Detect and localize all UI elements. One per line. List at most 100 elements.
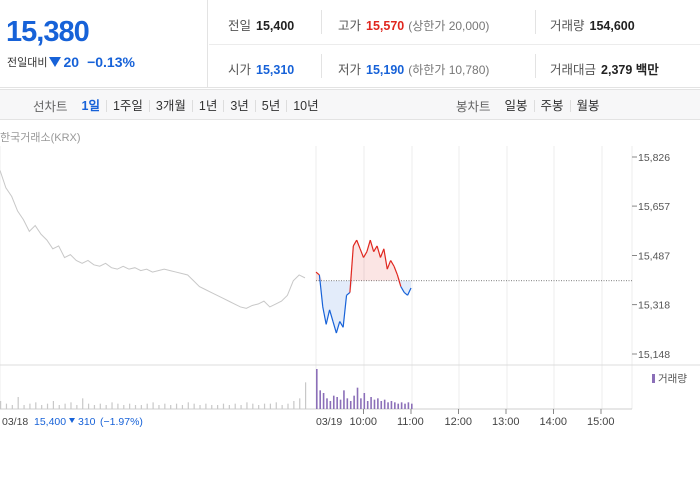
today-volume-bar xyxy=(346,398,349,409)
today-volume-bar xyxy=(336,397,338,409)
today-volume-bar xyxy=(356,387,359,409)
prev-volume-bar xyxy=(263,403,266,409)
today-line-segment xyxy=(356,239,361,250)
stat-prev-close: 전일 15,400 xyxy=(228,15,294,34)
y-tick-label: 15,826 xyxy=(638,152,670,164)
period-10y[interactable]: 10년 xyxy=(286,99,324,112)
candle-monthly[interactable]: 월봉 xyxy=(569,99,606,112)
today-line-segment xyxy=(373,245,378,253)
current-price: 15,380 xyxy=(6,16,90,48)
today-line-segment xyxy=(325,309,331,325)
today-line-segment xyxy=(383,248,388,270)
prev-volume-bar xyxy=(199,405,201,409)
stats-panel: 전일 15,400 고가 15,570 (상한가 20,000) 거래량 154,600… xyxy=(209,0,700,88)
period-3m[interactable]: 3개월 xyxy=(148,99,192,112)
prev-volume-bar xyxy=(82,398,84,409)
prev-volume-bar xyxy=(152,402,154,409)
prev-volume-bar xyxy=(58,405,60,409)
today-line-segment xyxy=(379,248,385,258)
prev-volume-bar xyxy=(258,405,260,409)
today-line-segment xyxy=(328,309,334,322)
stat-label: 전일 xyxy=(228,19,252,33)
period-1y[interactable]: 1년 xyxy=(191,99,223,112)
prev-volume-bar xyxy=(299,398,301,409)
stat-value: 2,379 백만 xyxy=(601,63,659,77)
prev-volume-bar xyxy=(234,403,236,409)
today-line-segment xyxy=(390,260,395,267)
prev-volume-bar xyxy=(205,403,207,409)
chart-grid xyxy=(0,146,700,410)
change-row: 전일대비 20 −0.13% xyxy=(7,54,135,70)
prev-volume-bar xyxy=(175,403,178,409)
today-volume-bar xyxy=(411,403,413,409)
prev-volume-bar xyxy=(105,405,107,409)
prev-volume-bar xyxy=(29,403,31,409)
stat-trade-amount: 거래대금 2,379 백만 xyxy=(550,59,659,78)
stat-label: 거래대금 xyxy=(550,63,597,77)
today-volume-bar xyxy=(373,399,376,409)
today-volume-bar xyxy=(377,398,379,409)
change-percent: −0.13% xyxy=(87,54,135,70)
today-series xyxy=(315,239,632,334)
today-volume-bar xyxy=(380,401,383,409)
prev-day-line xyxy=(0,170,306,309)
today-fill-up xyxy=(316,240,411,281)
candle-daily[interactable]: 일봉 xyxy=(504,98,528,113)
prev-volume-bar xyxy=(146,403,148,409)
today-line-segment xyxy=(318,274,324,307)
x-axis: 10:00 11:00 12:00 13:00 14:00 15:00 xyxy=(350,409,615,428)
price-chart-area: 한국거래소(KRX) 15,826 15,657 15,487 15,318 15,14… xyxy=(0,121,700,490)
today-line-segment xyxy=(342,295,348,328)
prev-day-change-pct: (−1.97%) xyxy=(100,416,143,428)
period-1w[interactable]: 1주일 xyxy=(105,99,149,112)
stat-volume: 거래량 154,600 xyxy=(550,15,635,34)
prev-volume-bar xyxy=(46,403,49,409)
y-tick-label: 15,148 xyxy=(638,349,670,361)
stat-open: 시가 15,310 xyxy=(228,59,294,78)
period-1d[interactable]: 1일 xyxy=(81,98,100,113)
down-triangle-icon xyxy=(49,57,62,67)
prev-volume-bar xyxy=(41,405,43,409)
prev-volume-bar xyxy=(228,405,230,409)
today-volume-bar xyxy=(404,403,406,409)
today-volume-bar xyxy=(387,402,389,409)
today-line-segment xyxy=(332,321,337,334)
today-line-segment xyxy=(376,245,382,258)
x-tick-label: 10:00 xyxy=(350,416,378,428)
today-volume-bar xyxy=(326,398,328,409)
prev-day-footer: 03/18 15,400 310 (−1.97%) 03/19 xyxy=(2,416,342,428)
prev-volume-bar xyxy=(64,403,66,409)
prev-volume-bar xyxy=(117,403,119,409)
prev-volume-bar xyxy=(287,403,289,409)
stat-low: 저가 15,190 (하한가 10,780) xyxy=(338,59,489,78)
x-tick-label: 14:00 xyxy=(540,416,568,428)
prev-day-label: 03/18 xyxy=(2,416,28,428)
stock-summary: 15,380 전일대비 20 −0.13% 전일 15,400 고가 15,570(… xyxy=(0,0,700,88)
prev-day-close: 15,400 xyxy=(34,416,66,428)
today-volume-bar xyxy=(397,403,400,409)
prev-volume-bar xyxy=(11,405,13,409)
stat-label: 고가 xyxy=(338,19,362,33)
prev-volume-bar xyxy=(275,402,277,409)
today-volume-bar xyxy=(400,402,403,409)
prev-volume-bar xyxy=(5,403,8,409)
today-volume-bar xyxy=(363,393,366,409)
today-volume-bar xyxy=(319,390,321,409)
today-volume-bar xyxy=(383,399,386,409)
prev-volume-bar xyxy=(158,405,160,409)
prev-volume-bar xyxy=(70,402,72,409)
prev-volume-bar xyxy=(76,405,78,409)
today-volume-bar xyxy=(353,395,355,409)
period-5y[interactable]: 5년 xyxy=(254,99,286,112)
line-chart-label: 선차트 xyxy=(33,100,68,114)
today-line-segment xyxy=(359,248,365,258)
candle-chart-periods: 봉차트 일봉 주봉 월봉 xyxy=(456,90,606,121)
today-volume-bar xyxy=(366,401,369,409)
prev-volume-bar xyxy=(134,405,137,409)
today-line-segment xyxy=(403,291,408,296)
candle-weekly[interactable]: 주봉 xyxy=(533,99,570,112)
today-line-segment xyxy=(349,245,354,293)
period-bar: 선차트 1일 1주일 3개월 1년 3년 5년 10년 봉차트 일봉 주봉 월봉 xyxy=(0,89,700,120)
period-3y[interactable]: 3년 xyxy=(223,99,254,112)
prev-volume-bar xyxy=(123,405,125,409)
